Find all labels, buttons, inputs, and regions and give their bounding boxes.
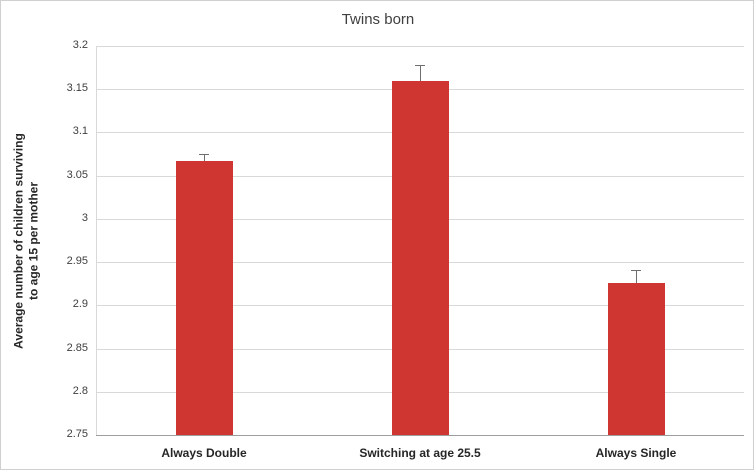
y-axis-title-line1: Average number of children surviving [11, 133, 26, 349]
y-axis-title-line2: to age 15 per mother [26, 181, 41, 301]
error-bar-cap [631, 270, 641, 271]
y-tick-label: 2.95 [66, 255, 88, 267]
y-tick-label: 3 [81, 212, 88, 224]
error-bar-cap [199, 154, 209, 155]
error-bar-line [636, 270, 637, 283]
y-tick-label: 2.9 [72, 298, 88, 310]
y-tick-label: 2.75 [66, 428, 88, 440]
y-tick-label: 3.15 [66, 82, 88, 94]
x-axis-line [96, 435, 744, 436]
error-bar-cap [415, 65, 425, 66]
x-category-label: Always Single [595, 446, 677, 460]
bar-switching-at-age-25-5 [392, 81, 449, 435]
y-tick-label: 3.2 [72, 39, 88, 51]
error-bar-line [420, 65, 421, 81]
y-tick-label: 2.8 [72, 385, 88, 397]
bar-always-double [176, 161, 233, 435]
x-category-label: Always Double [161, 446, 247, 460]
bar-always-single [608, 283, 665, 435]
y-tick-label: 3.05 [66, 169, 88, 181]
y-axis-line [96, 46, 97, 435]
y-tick-label: 3.1 [72, 125, 88, 137]
gridline [96, 46, 744, 47]
chart-title: Twins born [341, 11, 415, 28]
error-bar-line [204, 154, 205, 161]
y-axis-title: Average number of children surviving to … [12, 47, 44, 436]
y-tick-label: 2.85 [66, 342, 88, 354]
x-category-label: Switching at age 25.5 [359, 446, 481, 460]
